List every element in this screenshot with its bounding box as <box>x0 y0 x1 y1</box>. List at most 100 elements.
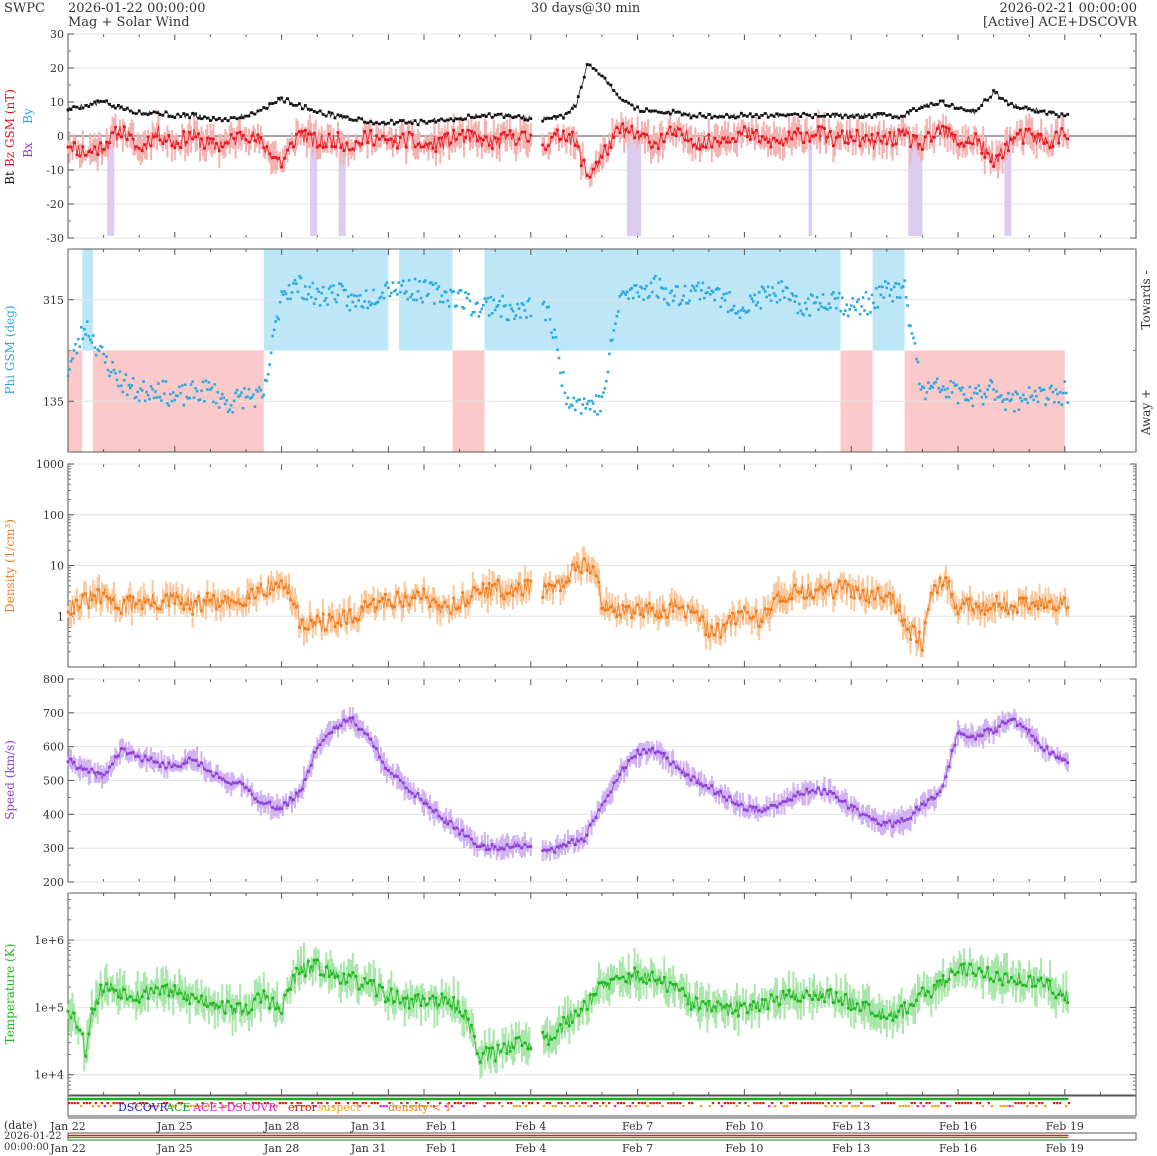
status-flag <box>379 1105 382 1108</box>
speed-series-point <box>707 786 711 790</box>
temperature-series-point <box>618 977 622 980</box>
density-series-point <box>692 611 696 615</box>
bt-series-point <box>710 116 714 120</box>
speed-series-point <box>624 766 628 770</box>
bz-series-point <box>523 130 527 134</box>
bt-series-point <box>567 110 571 114</box>
phi-point <box>579 412 583 415</box>
speed-series-point <box>671 760 675 764</box>
bt-series-point <box>96 99 100 103</box>
bt-series-point <box>707 113 711 116</box>
bt-series-point <box>698 111 702 115</box>
temperature-series-point <box>78 1028 82 1032</box>
phi-point <box>108 374 111 378</box>
bt-series-line <box>67 63 1069 126</box>
density-series-point <box>81 593 85 597</box>
density-series-points <box>66 557 1070 652</box>
temperature-series-point <box>496 1043 500 1047</box>
density-series-point <box>760 620 764 624</box>
bt-series-point <box>849 114 853 118</box>
temperature-series-point <box>449 1004 453 1008</box>
bt-series-point <box>1018 107 1022 110</box>
phi-point <box>508 303 512 307</box>
bt-series-point <box>458 117 461 121</box>
status-flag <box>335 1102 338 1105</box>
phi-point <box>172 391 175 394</box>
temperature-series-point <box>811 998 815 1001</box>
phi-point <box>1010 398 1013 401</box>
phi-point <box>882 296 886 300</box>
density-series-point <box>722 623 726 627</box>
status-flag <box>871 1105 875 1108</box>
status-flag <box>738 1102 741 1105</box>
density-series-point <box>873 597 877 601</box>
speed-series-point <box>799 792 803 796</box>
bz-series-point <box>131 137 135 141</box>
phi-point <box>131 377 135 380</box>
speed-series-point <box>508 846 512 850</box>
phi-point <box>1008 399 1012 403</box>
phi-point <box>686 301 690 305</box>
speed-series-point <box>191 758 194 762</box>
bz-series-point <box>808 139 812 143</box>
bt-series-point <box>645 107 648 111</box>
bz-series-point <box>704 146 708 149</box>
temperature-series-point <box>959 963 963 966</box>
speed-series-point <box>392 774 396 778</box>
density-series-point <box>992 602 995 606</box>
temperature-series-point <box>846 1006 850 1010</box>
temperature-series-point <box>731 1011 734 1015</box>
phi-point <box>818 301 822 305</box>
bz-series-point <box>1051 145 1055 148</box>
phi-point <box>792 294 795 297</box>
bz-series-point <box>520 130 524 134</box>
bz-series-point <box>683 138 687 142</box>
temperature-series-point <box>897 1009 901 1013</box>
phi-point <box>102 352 105 356</box>
temperature-series-point <box>529 1047 533 1050</box>
density-series-point <box>832 596 835 600</box>
phi-point <box>81 337 85 340</box>
phi-point <box>768 293 771 297</box>
phi-point <box>416 290 420 293</box>
speed-series-point <box>241 782 245 786</box>
bz-series-point <box>550 135 553 139</box>
phi-point <box>262 393 266 397</box>
status-flag <box>213 1105 216 1108</box>
status-flag <box>907 1105 910 1108</box>
density-series-point <box>971 608 975 612</box>
density-series-point <box>710 625 714 629</box>
status-flag <box>720 1105 724 1108</box>
bt-series-point <box>1010 102 1013 105</box>
phi-point <box>455 304 458 308</box>
bz-series-point <box>573 144 577 147</box>
temperature-series-point <box>75 1025 79 1029</box>
bz-series-point <box>787 130 791 134</box>
speed-series-point <box>556 845 559 849</box>
phi-point <box>842 312 846 316</box>
phi-point <box>1048 386 1052 390</box>
temperature-series-point <box>200 994 203 998</box>
temperature-series-point <box>921 986 924 990</box>
density-series-point <box>861 589 865 592</box>
bz-series-point <box>912 134 915 137</box>
phi-point <box>1047 398 1050 401</box>
speed-series-point <box>369 737 372 741</box>
speed-ytick-label: 500 <box>43 775 64 788</box>
phi-ytick-label: 135 <box>43 395 64 408</box>
bz-series-point <box>413 145 417 149</box>
speed-series-point <box>81 767 85 771</box>
temperature-series-point <box>885 1017 889 1020</box>
bz-series-point <box>134 145 138 149</box>
bt-series-point <box>579 85 583 89</box>
phi-point <box>780 280 783 283</box>
status-flag <box>103 1105 106 1108</box>
bt-series-point <box>158 113 162 116</box>
bz-series-point <box>784 137 788 141</box>
phi-point <box>915 357 918 361</box>
legend-ace: ACE <box>165 1101 190 1114</box>
bt-series-point <box>378 122 381 126</box>
phi-point <box>430 281 433 284</box>
density-series-point <box>570 563 574 567</box>
speed-series-point <box>680 771 684 774</box>
